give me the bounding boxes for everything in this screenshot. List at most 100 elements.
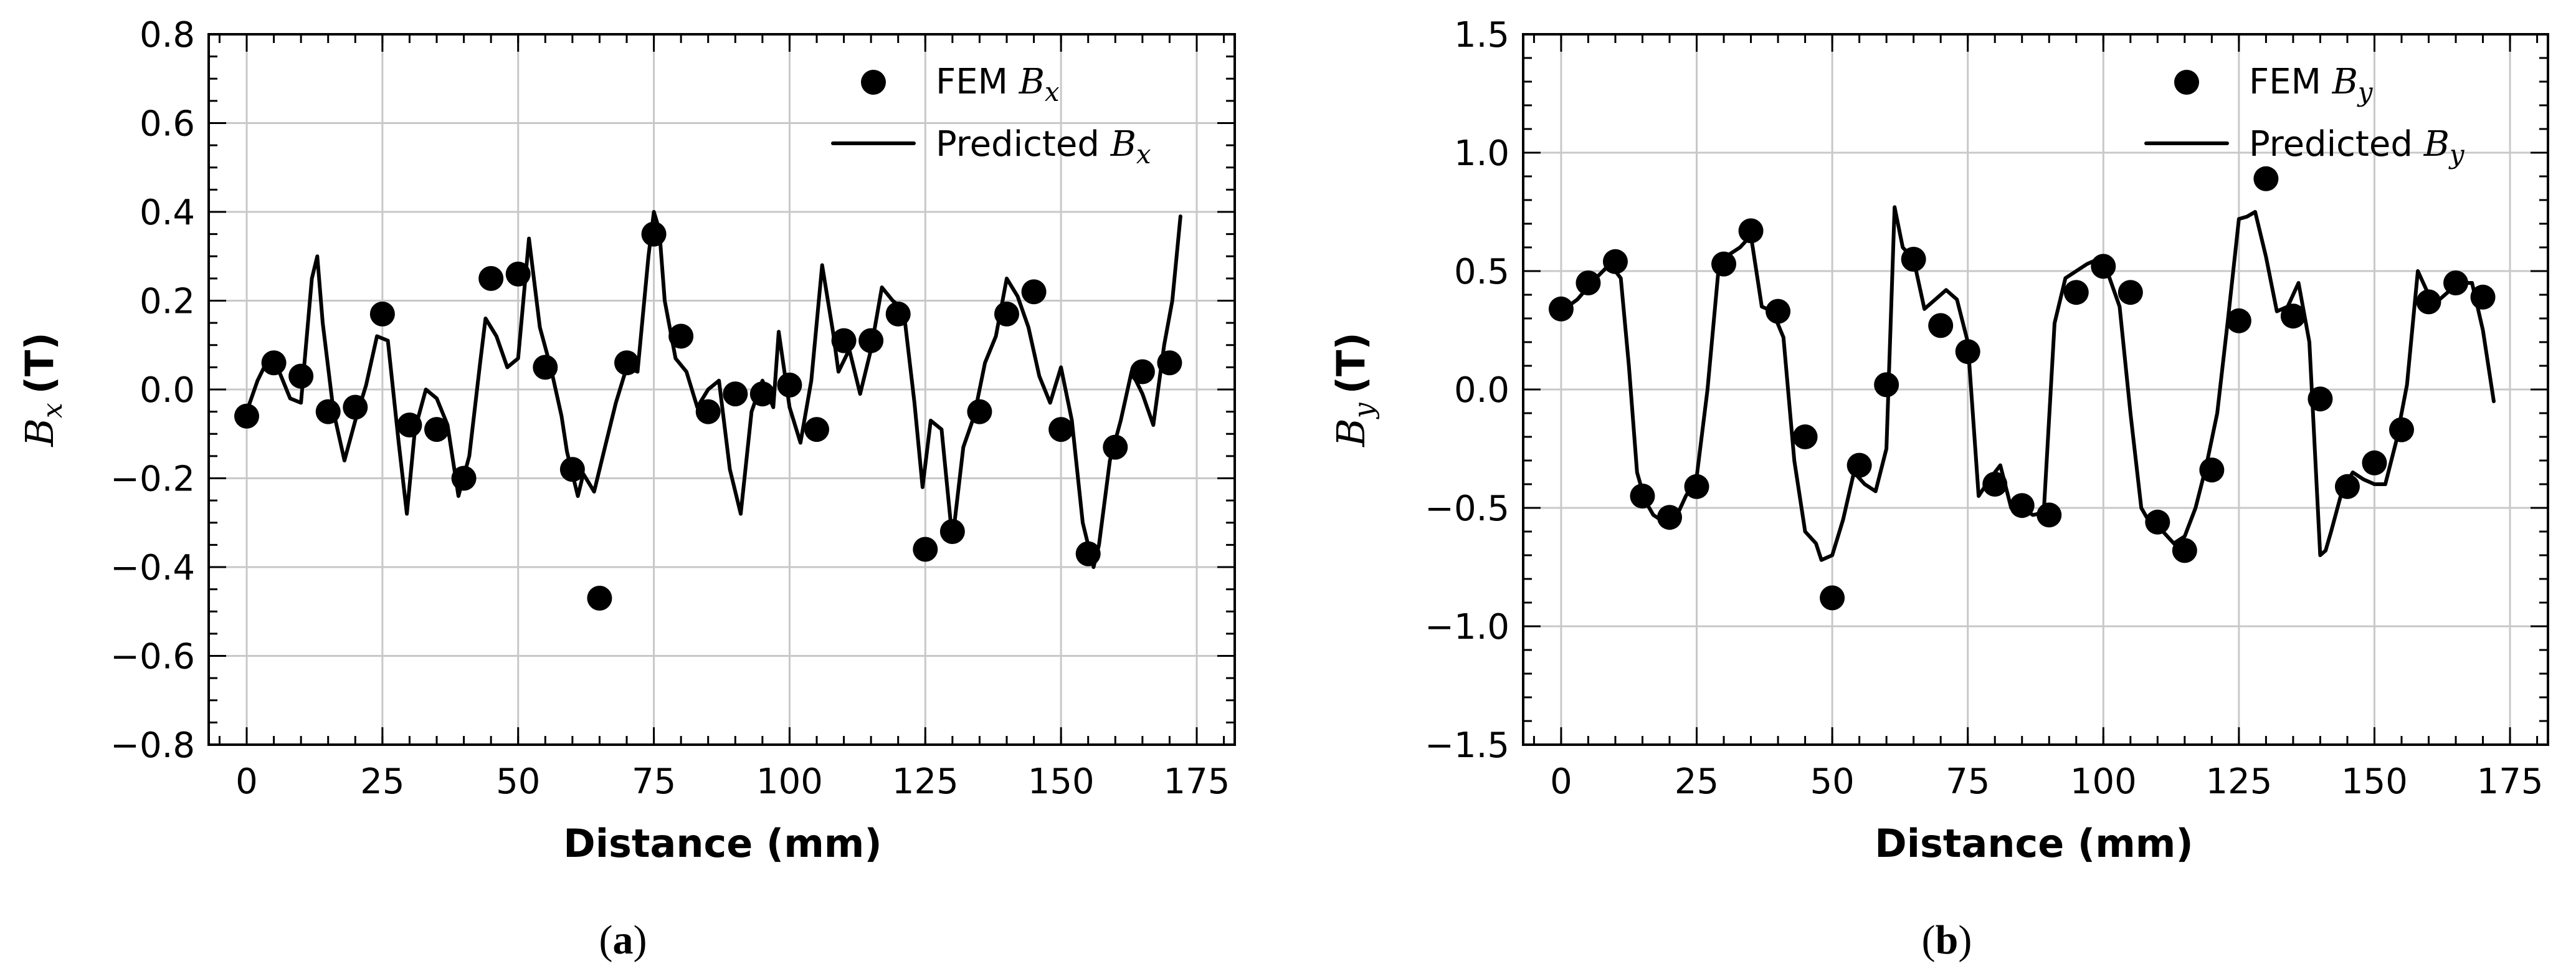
fem-point	[1766, 298, 1791, 324]
fem-point	[2009, 493, 2035, 518]
plot-frame	[207, 33, 1236, 746]
predicted-line	[245, 210, 1182, 569]
x-tick-label: 100	[2070, 762, 2137, 802]
x-tick-label: 125	[892, 762, 959, 802]
fem-point	[1103, 434, 1128, 460]
fem-point	[641, 221, 667, 247]
fem-point	[614, 350, 639, 376]
fem-point	[343, 394, 368, 420]
y-axis-symbol: B	[17, 418, 62, 447]
fem-point	[451, 466, 477, 491]
fem-point	[2063, 280, 2089, 305]
fem-point	[1075, 541, 1101, 566]
x-axis-title: Distance (mm)	[563, 821, 882, 866]
fem-point	[587, 585, 612, 611]
legend-marker-points	[2174, 70, 2199, 95]
fem-point	[1846, 452, 1872, 478]
panel-label: (b)	[1922, 917, 1972, 963]
y-tick-label: 0.0	[140, 370, 195, 411]
fem-point	[261, 350, 287, 376]
plot-frame	[1522, 33, 2549, 746]
fem-point	[1129, 359, 1155, 384]
panel-label-close: )	[1958, 917, 1972, 963]
fem-point	[885, 301, 911, 327]
y-tick-label: −1.0	[1425, 607, 1509, 647]
y-tick-label: 1.0	[1454, 133, 1509, 174]
x-tick-label: 100	[756, 762, 823, 802]
legend-pred-prefix: Predicted	[2249, 124, 2424, 165]
fem-point	[2280, 303, 2306, 329]
fem-point	[288, 363, 314, 389]
fem-point	[1548, 296, 1574, 322]
fem-point	[1874, 372, 1899, 398]
x-tick-label: 25	[1675, 762, 1719, 802]
fem-point	[831, 328, 857, 353]
panel-label: (a)	[599, 917, 647, 963]
fem-point	[723, 381, 748, 407]
fem-point	[2253, 166, 2279, 191]
fem-point	[1684, 474, 1709, 499]
y-tick-label: −1.5	[1425, 725, 1509, 766]
fem-point	[1738, 218, 1764, 244]
fem-point	[668, 323, 694, 349]
fem-point	[2362, 450, 2387, 475]
fem-point	[967, 399, 992, 424]
fem-point	[2091, 254, 2116, 279]
legend-fem-subscript: x	[1045, 77, 1060, 107]
fem-point	[2416, 289, 2441, 315]
x-tick-label: 150	[2341, 762, 2408, 802]
fem-point	[1657, 505, 1682, 530]
legend-fem-prefix: FEM	[936, 62, 1019, 102]
y-tick-label: 1.5	[1454, 15, 1509, 55]
legend-marker-points	[861, 70, 886, 95]
y-axis-title: Bx (T)	[17, 332, 69, 447]
fem-point	[1157, 350, 1182, 376]
fem-point	[939, 519, 965, 544]
fem-point	[234, 403, 259, 429]
fem-points	[1548, 166, 2496, 611]
fem-point	[2443, 270, 2469, 295]
fem-point	[559, 457, 585, 482]
y-axis-unit: (T)	[17, 332, 62, 394]
fem-point	[1576, 270, 1601, 295]
x-tick-label: 175	[1164, 762, 1230, 802]
fem-point	[1602, 249, 1628, 274]
fem-point	[2334, 474, 2360, 499]
y-tick-label: 0.2	[140, 282, 195, 322]
legend-pred-prefix: Predicted	[936, 124, 1111, 165]
fem-point	[994, 301, 1019, 327]
fem-point	[2145, 509, 2170, 535]
y-tick-label: −0.8	[110, 725, 195, 766]
x-tick-label: 50	[1810, 762, 1854, 802]
panel-label-close: )	[634, 917, 647, 963]
fem-point	[2389, 417, 2414, 442]
panel-label-open: (	[599, 917, 613, 963]
fem-point	[1630, 484, 1655, 509]
fem-point	[2199, 457, 2225, 483]
fem-point	[2470, 284, 2496, 310]
fem-point	[777, 372, 802, 398]
y-tick-label: 0.5	[1454, 252, 1509, 292]
fem-point	[2307, 386, 2333, 412]
x-tick-label: 125	[2205, 762, 2272, 802]
legend-fem-symbol: B	[1019, 62, 1045, 102]
fem-points	[234, 221, 1182, 611]
fem-point	[533, 355, 558, 380]
ticks	[1523, 33, 2548, 746]
y-tick-label: −0.2	[110, 459, 195, 500]
panel-b: −1.5 −1.0 −0.5 0.0 0.5 1.0 1.5 0 25 50 75 100 125 150…	[1328, 15, 2549, 963]
legend-label-fem: FEM Bx	[936, 62, 1060, 107]
y-axis-unit: (T)	[1328, 332, 1374, 394]
y-axis-title: By (T)	[1328, 332, 1380, 447]
fem-point	[424, 417, 449, 442]
fem-point	[2172, 538, 2197, 563]
fem-point	[397, 413, 422, 437]
legend-fem-prefix: FEM	[2249, 62, 2332, 102]
fem-point	[1982, 472, 2008, 497]
y-tick-label: 0.8	[140, 15, 195, 55]
fem-point	[804, 417, 829, 442]
fem-point	[1792, 424, 1818, 449]
fem-point	[315, 399, 341, 424]
